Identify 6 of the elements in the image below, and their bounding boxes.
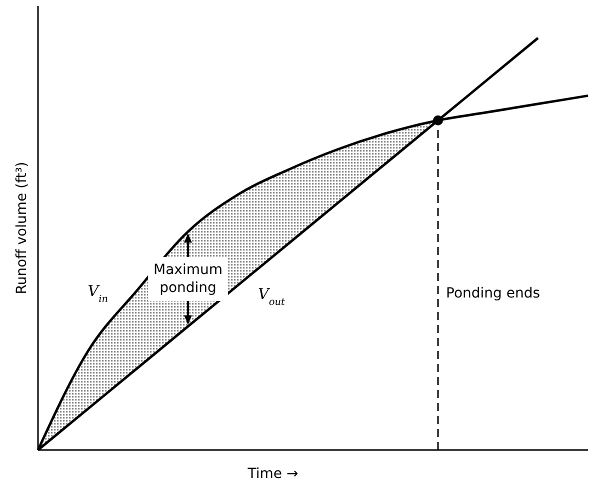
annotation: Maximum ponding [154, 262, 222, 296]
series-label: V$_{out}$ [258, 284, 285, 308]
series-label: V$_{in}$ [88, 282, 108, 305]
text: Ponding ends [446, 285, 540, 302]
y-axis-title: Runoff volume (ft³) [14, 162, 30, 294]
x-axis-title: Time → [246, 466, 298, 482]
